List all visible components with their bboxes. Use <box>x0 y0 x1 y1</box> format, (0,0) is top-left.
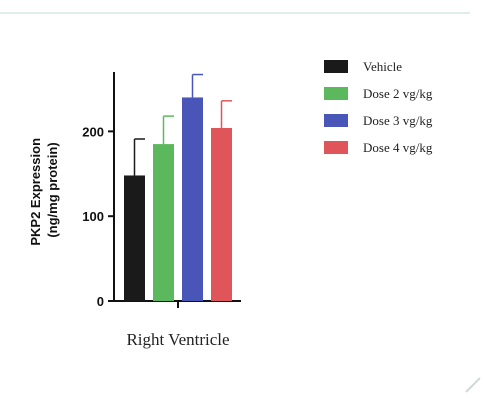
x-axis-label: Right Ventricle <box>126 330 229 349</box>
bar-dose-4-vg-kg <box>211 127 232 301</box>
bar-group <box>124 73 232 301</box>
legend-label: Dose 2 vg/kg <box>363 86 433 101</box>
legend-label: Dose 3 vg/kg <box>363 113 433 128</box>
bar-dose-3-vg-kg <box>182 97 203 301</box>
legend-swatch <box>324 87 348 100</box>
legend-label: Dose 4 vg/kg <box>363 140 433 155</box>
y-tick-label: 100 <box>82 209 104 224</box>
legend: Vehicle Dose 2 vg/kg Dose 3 vg/kg Dose 4 vg… <box>324 59 433 155</box>
y-tick-label: 200 <box>82 124 104 139</box>
y-axis-label-line-2: (ng/mg protein) <box>45 142 60 237</box>
legend-swatch <box>324 60 348 73</box>
legend-swatch <box>324 114 348 127</box>
y-axis-label: PKP2 Expression (ng/mg protein) <box>28 134 60 246</box>
legend-swatch <box>324 141 348 154</box>
y-tick-label: 0 <box>97 294 104 309</box>
bar-vehicle <box>124 175 145 301</box>
svg-text:PKP2 Expression (ng/mg: PKP2 Expression (ng/mg protein) <box>28 134 60 245</box>
legend-label: Vehicle <box>363 59 402 74</box>
bar-dose-2-vg-kg <box>153 144 174 301</box>
y-axis-ticks: 0 100 200 <box>82 124 114 309</box>
corner-fold <box>465 377 481 393</box>
y-axis-label-line-1: PKP2 Expression <box>28 138 43 246</box>
